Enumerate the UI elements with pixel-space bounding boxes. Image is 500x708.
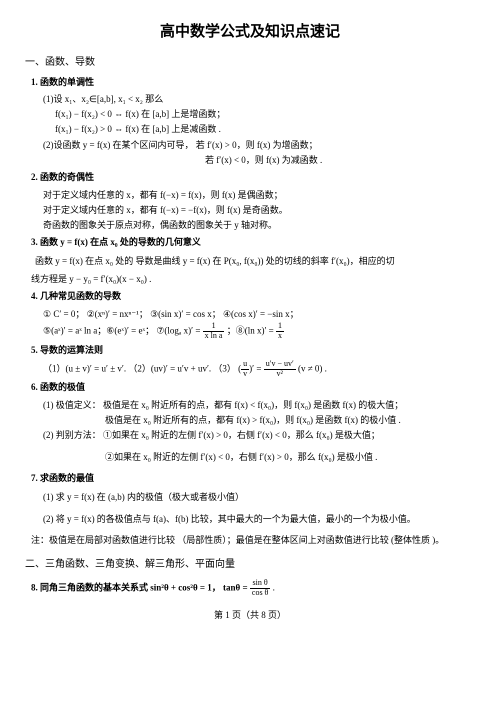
- line-1-5: 若 f′(x) < 0，则 f(x) 为减函数 .: [205, 153, 475, 168]
- topic-2: 2. 函数的奇偶性: [31, 170, 475, 185]
- line-2-3: 奇函数的图象关于原点对称，偶函数的图象关于 y 轴对称。: [43, 218, 475, 233]
- topic-3: 3. 函数 y = f(x) 在点 x₀ 处的导数的几何意义: [31, 235, 475, 250]
- line-7-2: (2) 将 y = f(x) 的各极值点与 f(a)、f(b) 比较，其中最大的…: [43, 512, 475, 527]
- line-3-1: 函数 y = f(x) 在点 x₀ 处的 导数是曲线 y = f(x) 在 P(…: [35, 254, 475, 269]
- line-1-3: f(x₁) − f(x₂) > 0 ⇔ f(x) 在 [a,b] 上是减函数 .: [55, 122, 475, 137]
- section-1-heading: 一、函数、导数: [25, 54, 475, 71]
- line-6-3: (2) 判别方法： ①如果在 x₀ 附近的左侧 f′(x) > 0，右侧 f′(…: [43, 428, 475, 443]
- topic-5: 5. 导数的运算法则: [31, 343, 475, 358]
- line-2-2: 对于定义域内任意的 x，都有 f(−x) = −f(x)，则 f(x) 是奇函数…: [43, 203, 475, 218]
- topic-4: 4. 几种常见函数的导数: [31, 289, 475, 304]
- line-7-1: (1) 求 y = f(x) 在 (a,b) 内的极值（极大或者极小值）: [43, 490, 475, 505]
- topic-7: 7. 求函数的最值: [31, 471, 475, 486]
- line-4-2: ⑤(aˣ)′ = aˣ ln a；⑥(eˣ)′ = eˣ； ⑦(logₐ x)′…: [43, 322, 475, 341]
- line-3-2: 线方程是 y − y₀ = f′(x₀)(x − x₀) .: [31, 272, 475, 287]
- topic-6: 6. 函数的极值: [31, 380, 475, 395]
- line-5-1: （1）(u ± v)′ = u′ ± v′. （2）(uv)′ = u′v + …: [43, 360, 475, 379]
- line-4-1: ① C′ = 0； ②(xⁿ)′ = nxⁿ⁻¹； ③(sin x)′ = co…: [43, 307, 475, 322]
- topic-1: 1. 函数的单调性: [31, 75, 475, 90]
- line-1-1: (1)设 x₁、x₂∈[a,b], x₁ < x₂ 那么: [43, 92, 475, 107]
- line-1-4: (2)设函数 y = f(x) 在某个区间内可导， 若 f′(x) > 0，则 …: [43, 138, 475, 153]
- line-2-1: 对于定义域内任意的 x，都有 f(−x) = f(x)，则 f(x) 是偶函数；: [43, 188, 475, 203]
- topic-8: 8. 同角三角函数的基本关系式 sin²θ + cos²θ = 1， tanθ …: [31, 579, 475, 598]
- line-6-2: 极值是在 x₀ 附近所有的点，都有 f(x) > f(x₀)，则 f(x₀) 是…: [105, 413, 475, 428]
- line-7-3: 注：极值是在局部对函数值进行比较 （局部性质）；最值是在整体区间上对函数值进行比…: [31, 533, 475, 548]
- line-6-4: ②如果在 x₀ 附近的左侧 f′(x) < 0，右侧 f′(x) > 0，那么 …: [105, 450, 475, 465]
- line-6-1: (1) 极值定义： 极值是在 x₀ 附近所有的点，都有 f(x) < f(x₀)…: [43, 398, 475, 413]
- section-2-heading: 二、三角函数、三角变换、解三角形、平面向量: [25, 556, 475, 573]
- page-title: 高中数学公式及知识点速记: [25, 20, 475, 46]
- line-1-2: f(x₁) − f(x₂) < 0 ⇔ f(x) 在 [a,b] 上是增函数；: [55, 107, 475, 122]
- page-footer: 第 1 页（共 8 页）: [25, 608, 475, 623]
